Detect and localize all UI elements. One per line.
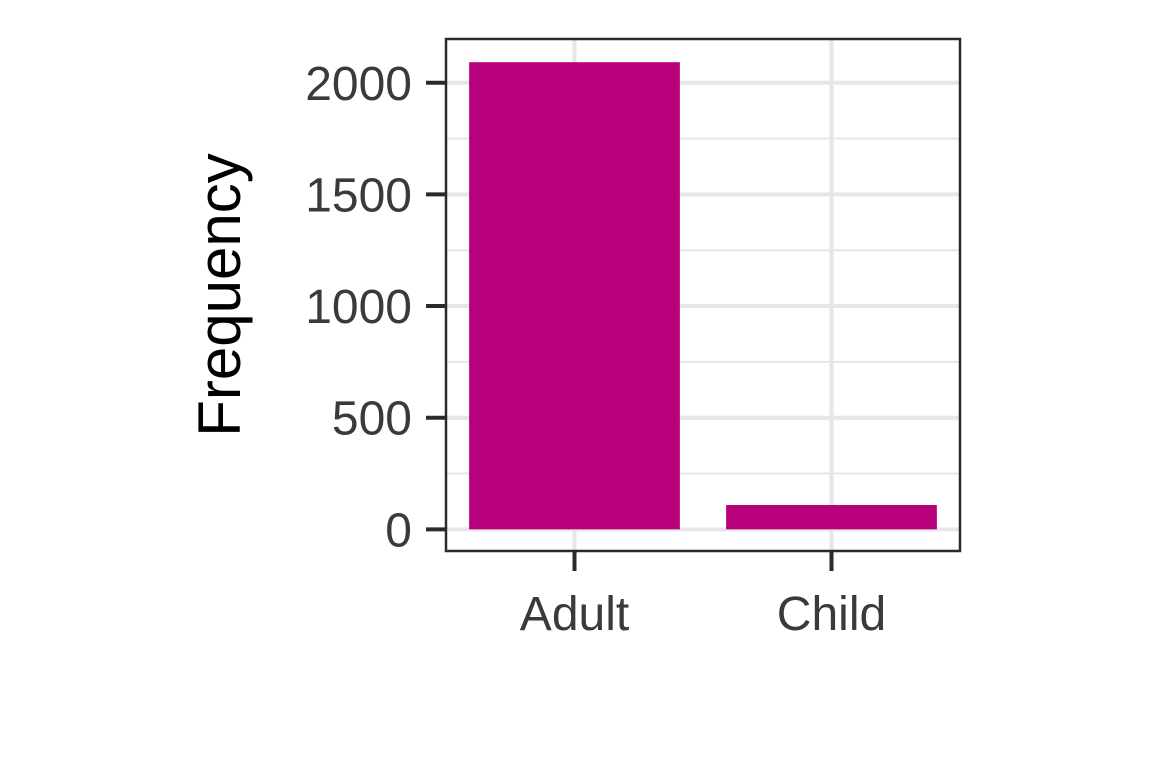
y-axis-title: Frequency <box>186 153 253 436</box>
x-axis: Adult Child <box>520 551 886 641</box>
y-tick-label: 500 <box>332 393 412 446</box>
panel-border <box>444 37 962 553</box>
y-axis: 0 500 1000 1500 2000 <box>305 58 446 557</box>
y-tick-label: 2000 <box>305 58 412 111</box>
y-tick-label: 1500 <box>305 169 412 222</box>
y-tick-label: 0 <box>385 504 412 557</box>
x-tick-label: Adult <box>520 588 629 641</box>
bar-child <box>726 505 937 530</box>
y-tick-label: 1000 <box>305 281 412 334</box>
x-tick-label: Child <box>777 588 886 641</box>
bars <box>469 62 937 530</box>
bar-adult <box>469 62 680 530</box>
